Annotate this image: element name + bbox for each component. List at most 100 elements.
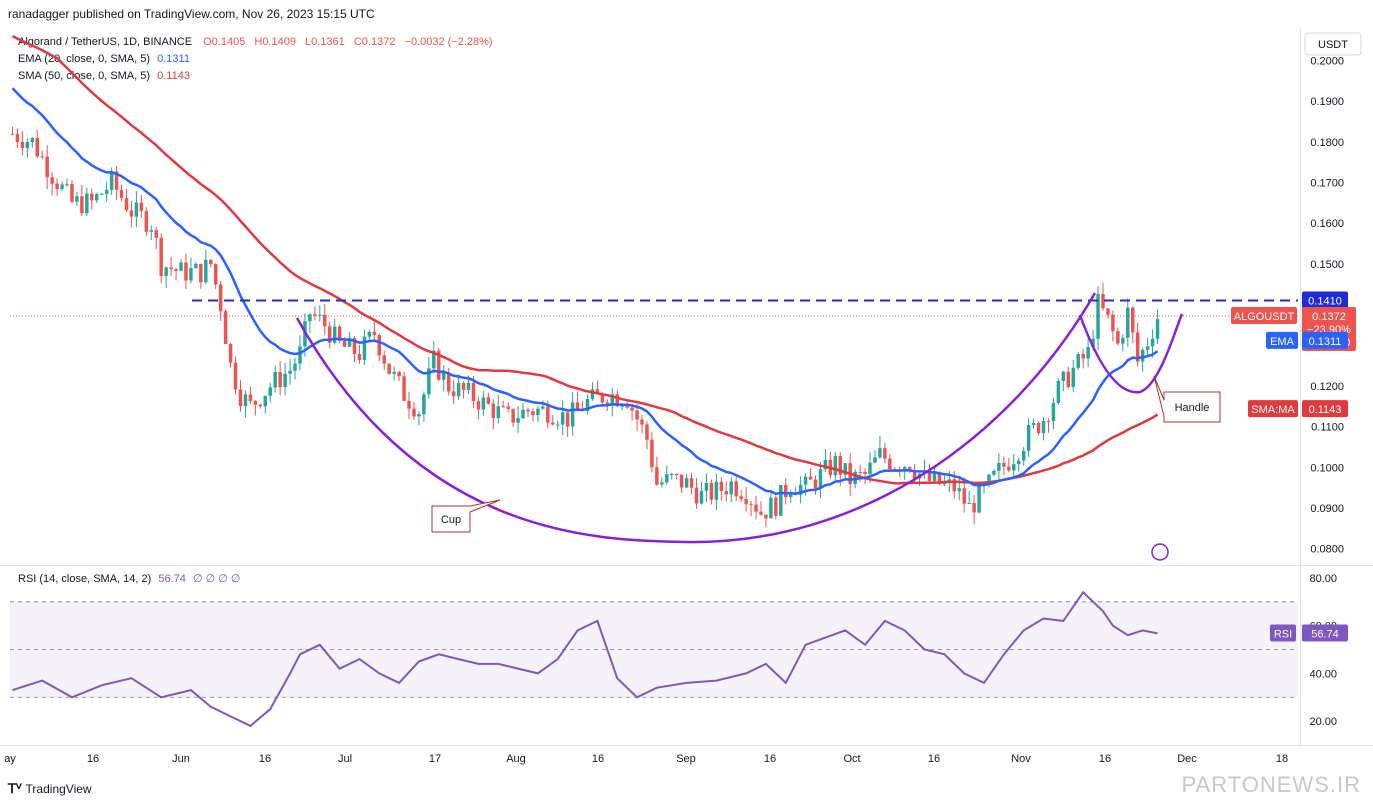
x-tick-label: Aug: [506, 753, 526, 765]
candle-body: [724, 491, 729, 495]
ohlc-open: O0.1405: [203, 36, 246, 48]
rsi-pill: 56.74: [1311, 628, 1339, 640]
candle-body: [779, 485, 783, 516]
candle-body: [784, 485, 788, 498]
candle-body: [1021, 450, 1026, 461]
candle-body: [85, 193, 89, 214]
ema-tag: EMA: [1270, 336, 1295, 348]
candle-body: [258, 404, 263, 407]
candle-body: [283, 373, 287, 388]
sma-tag: SMA:MA: [1251, 404, 1295, 416]
candle-body: [1036, 422, 1041, 434]
candle-body: [823, 459, 828, 470]
candle-body: [704, 483, 709, 491]
candle-body: [813, 479, 818, 489]
candle-body: [650, 439, 654, 468]
candle-body: [456, 382, 461, 397]
x-tick-label: 17: [429, 753, 441, 765]
candle-body: [888, 458, 892, 470]
candle-body: [526, 409, 530, 412]
candle-body: [620, 405, 624, 407]
candle-body: [139, 202, 144, 212]
brand-label: TradingView: [25, 782, 92, 796]
candle-body: [546, 406, 550, 423]
candle-body: [764, 514, 768, 519]
candle-body: [1056, 380, 1061, 404]
currency-button: [1304, 32, 1362, 56]
candle-body: [1096, 294, 1100, 339]
candle-body: [818, 469, 823, 489]
candle-body: [104, 189, 109, 194]
rsi-legend: RSI (14, close, SMA, 14, 2) 56.74 ∅ ∅ ∅ …: [18, 572, 240, 585]
candle-body: [1101, 294, 1105, 309]
candle-body: [298, 346, 302, 364]
watermark: PARTONEWS.IR: [1181, 772, 1361, 797]
candle-body: [397, 371, 401, 377]
candle-body: [615, 394, 619, 407]
candle-body: [25, 141, 30, 149]
candle-body: [808, 476, 813, 480]
candle-body: [327, 326, 332, 343]
rsi-legend-extra: ∅ ∅ ∅ ∅: [192, 573, 241, 585]
x-tick-label: Dec: [1177, 753, 1197, 765]
candle-body: [40, 156, 44, 158]
candle-body: [1041, 421, 1046, 434]
candle-body: [551, 422, 555, 425]
candle-body: [694, 487, 699, 504]
candle-body: [15, 133, 20, 143]
candle-body: [798, 484, 803, 495]
x-tick-label: Sep: [676, 753, 696, 765]
resistance-pill: 0.1410: [1308, 296, 1342, 308]
tradingview-logo-icon: ꓔⱽ: [8, 781, 22, 796]
candle-body: [114, 171, 119, 190]
cup-callout-box: [431, 499, 501, 533]
candle-body: [75, 196, 79, 202]
x-tick-label: 16: [928, 753, 940, 765]
candle-body: [932, 472, 937, 481]
candle-body: [754, 504, 758, 512]
candle-body: [218, 284, 223, 312]
candle-body: [1140, 349, 1145, 362]
candle-body: [90, 193, 94, 201]
candle-body: [630, 407, 634, 411]
candle-body: [451, 391, 456, 397]
candle-body: [957, 488, 961, 492]
candle-body: [427, 368, 431, 395]
handle-label: Handle: [1175, 402, 1210, 414]
y-tick-label: 0.1500: [1310, 259, 1344, 271]
candle-body: [774, 497, 778, 516]
candle-body: [243, 394, 248, 407]
y-tick-label: 0.1800: [1310, 137, 1344, 149]
candle-body: [937, 472, 942, 485]
candle-body: [670, 473, 674, 475]
candle-body: [1116, 331, 1120, 344]
candle-body: [744, 499, 748, 504]
resistance-pill-bg: [1302, 291, 1348, 309]
candle-body: [679, 474, 684, 488]
candle-body: [595, 389, 600, 394]
rsi-tick-label: 80.00: [1309, 573, 1337, 585]
candle-body: [734, 481, 738, 497]
candle-body: [491, 403, 496, 419]
symbol-label: Algorand / TetherUS, 1D, BINANCE: [18, 36, 193, 48]
candle-body: [412, 408, 416, 417]
candle-body: [1007, 466, 1011, 471]
candle-body: [536, 408, 540, 416]
candle-body: [164, 267, 168, 276]
sma-pill: 0.1143: [1309, 404, 1342, 416]
candle-body: [446, 372, 451, 392]
candle-body: [868, 462, 872, 474]
candle-body: [625, 405, 629, 408]
y-tick-label: 0.1600: [1310, 218, 1344, 230]
candle-body: [253, 401, 258, 405]
ohlc-high: H0.1409: [254, 36, 296, 48]
candle-body: [99, 193, 104, 195]
candle-body: [347, 338, 352, 347]
candle-body: [1012, 464, 1016, 471]
candle-body: [70, 183, 74, 202]
candle-body: [10, 133, 15, 135]
candle-body: [357, 354, 362, 360]
candle-body: [521, 409, 525, 419]
x-tick-label: Nov: [1011, 753, 1031, 765]
